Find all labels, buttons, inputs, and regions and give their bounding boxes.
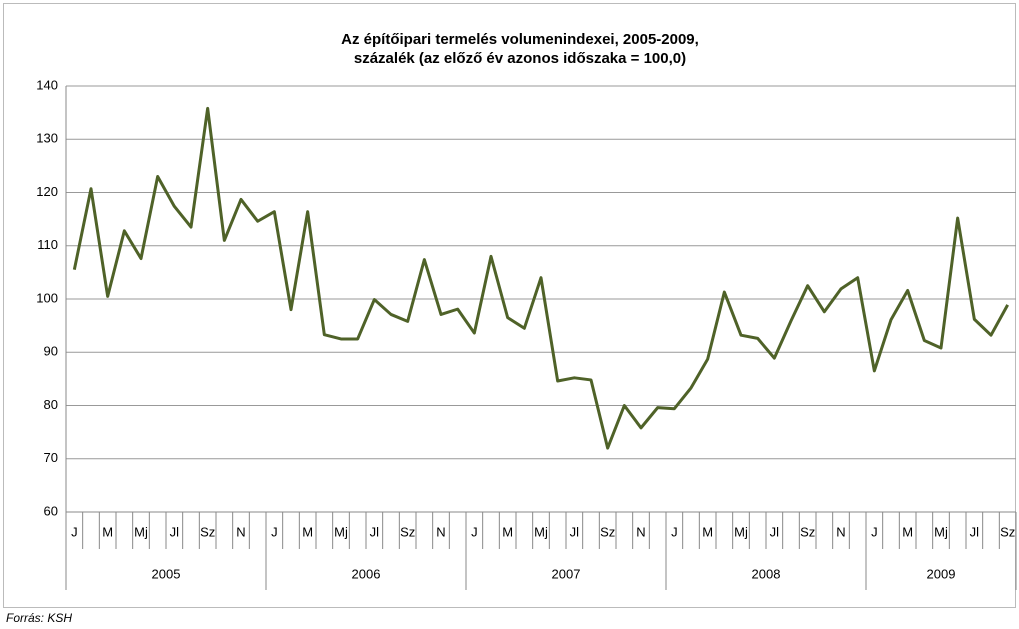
source-note: Forrás: KSH: [6, 611, 72, 625]
x-tick-label: Jl: [570, 524, 580, 539]
y-tick-label: 130: [36, 131, 58, 146]
y-tick-label: 60: [44, 503, 58, 518]
x-tick-label: Mj: [734, 524, 748, 539]
x-tick-label: Sz: [600, 524, 615, 539]
year-label: 2009: [927, 566, 956, 581]
y-tick-label: 110: [37, 237, 58, 252]
x-tick-label: Mj: [334, 524, 348, 539]
x-tick-label: M: [502, 524, 513, 539]
y-tick-label: 90: [44, 344, 58, 359]
x-tick-label: J: [671, 524, 678, 539]
x-tick-label: N: [636, 524, 645, 539]
x-tick-label: Sz: [200, 524, 215, 539]
x-tick-label: J: [271, 524, 278, 539]
x-tick-label: Jl: [970, 524, 980, 539]
chart-title: százalék (az előző év azonos időszaka = …: [354, 50, 686, 67]
chart-border: [3, 3, 1016, 608]
x-tick-label: N: [436, 524, 445, 539]
y-tick-label: 70: [44, 450, 58, 465]
y-tick-label: 140: [36, 77, 58, 92]
y-tick-label: 120: [36, 184, 58, 199]
x-tick-label: Mj: [134, 524, 148, 539]
x-tick-label: N: [836, 524, 845, 539]
x-tick-label: N: [236, 524, 245, 539]
x-tick-label: Sz: [800, 524, 815, 539]
x-tick-label: Jl: [770, 524, 780, 539]
year-label: 2008: [752, 566, 781, 581]
year-label: 2006: [352, 566, 381, 581]
x-tick-label: J: [471, 524, 478, 539]
x-tick-label: Jl: [170, 524, 180, 539]
data-line: [72, 106, 1009, 450]
x-tick-label: Mj: [934, 524, 948, 539]
x-tick-label: Mj: [534, 524, 548, 539]
x-tick-label: M: [702, 524, 713, 539]
x-tick-label: M: [302, 524, 313, 539]
x-tick-label: Jl: [370, 524, 380, 539]
year-label: 2005: [152, 566, 181, 581]
x-tick-label: J: [871, 524, 878, 539]
x-tick-label: Sz: [400, 524, 415, 539]
x-tick-label: J: [71, 524, 78, 539]
year-label: 2007: [552, 566, 581, 581]
y-tick-label: 100: [36, 290, 58, 305]
y-tick-label: 80: [44, 397, 58, 412]
x-tick-label: Sz: [1000, 524, 1015, 539]
chart-title: Az építőipari termelés volumenindexei, 2…: [341, 31, 699, 48]
x-tick-label: M: [902, 524, 913, 539]
x-tick-label: M: [102, 524, 113, 539]
